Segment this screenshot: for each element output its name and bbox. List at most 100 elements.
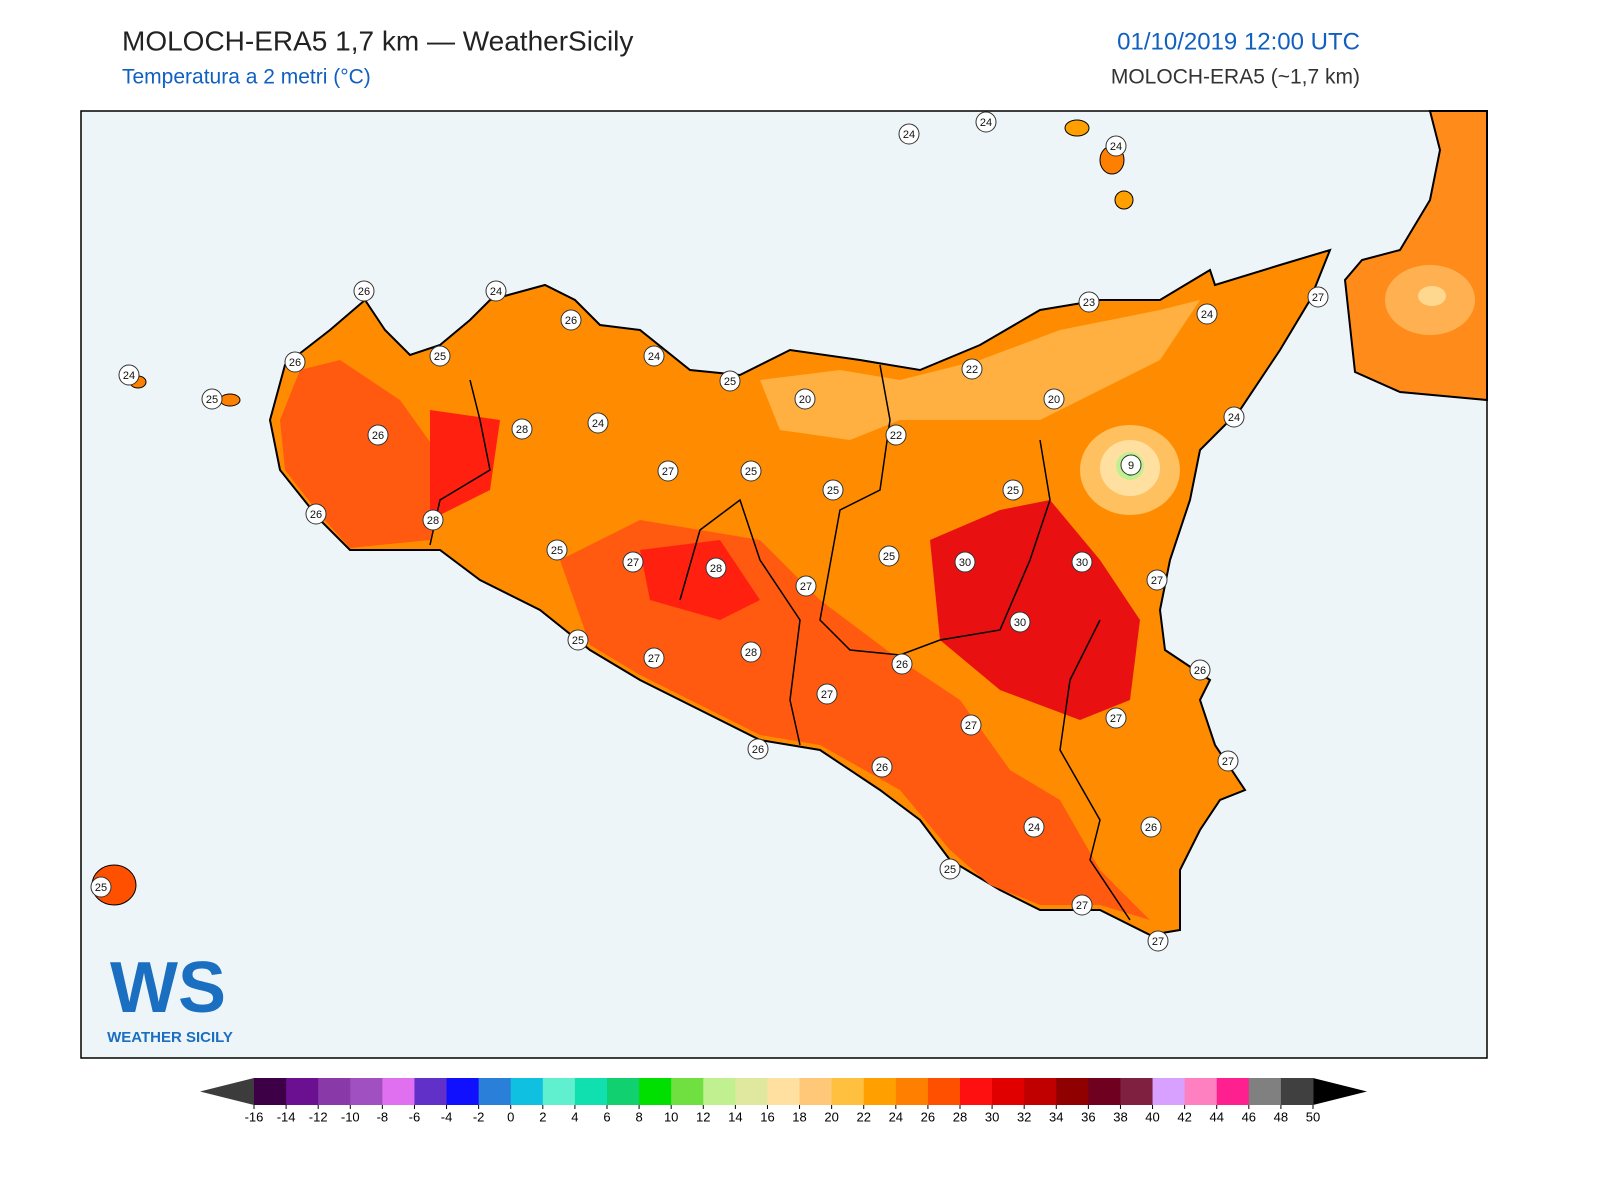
station-marker xyxy=(1071,551,1093,573)
island xyxy=(1064,119,1090,137)
station-marker xyxy=(1023,816,1045,838)
station-marker xyxy=(485,280,507,302)
station-value: 26 xyxy=(1145,822,1157,834)
station-marker xyxy=(1078,291,1100,313)
colorbar-tick-label: 42 xyxy=(1177,1109,1191,1124)
colorbar-segment xyxy=(1152,1078,1186,1105)
colorbar-tick-label: 20 xyxy=(824,1109,838,1124)
station-value: 30 xyxy=(959,557,971,569)
colorbar-tick-label: 34 xyxy=(1049,1109,1063,1124)
land-zone xyxy=(560,520,1150,920)
station-value: 25 xyxy=(206,394,218,406)
station-value: 20 xyxy=(1048,394,1060,406)
station-value: 24 xyxy=(1110,141,1122,153)
station-marker xyxy=(1002,479,1024,501)
station-value: 24 xyxy=(592,418,604,430)
station-marker xyxy=(1105,135,1127,157)
colorbar-tick-label: 50 xyxy=(1306,1109,1320,1124)
station-value: 27 xyxy=(1222,756,1234,768)
colorbar-tick-label: 24 xyxy=(889,1109,903,1124)
station-value: 9 xyxy=(1128,460,1134,472)
station-marker xyxy=(1223,406,1245,428)
province-border xyxy=(1059,619,1131,921)
land-zone xyxy=(280,360,450,548)
colorbar-over xyxy=(1313,1078,1367,1105)
station-value: 28 xyxy=(427,515,439,527)
logo-mark: WS xyxy=(110,948,226,1028)
colorbar-tick-label: 2 xyxy=(539,1109,546,1124)
station-marker xyxy=(1196,303,1218,325)
colorbar-segment xyxy=(895,1078,929,1105)
colorbar-segment xyxy=(254,1078,287,1105)
colorbar-segment xyxy=(1088,1078,1121,1105)
colorbar-tick-label: 30 xyxy=(985,1109,999,1124)
station-marker xyxy=(795,575,817,597)
colorbar-tick-label: 10 xyxy=(664,1109,678,1124)
station-marker xyxy=(898,123,920,145)
station-value: 26 xyxy=(358,286,370,298)
colorbar-tick-label: 48 xyxy=(1274,1109,1288,1124)
station-marker xyxy=(511,418,533,440)
station-value: 27 xyxy=(1152,936,1164,948)
station-value: 25 xyxy=(724,376,736,388)
station-marker xyxy=(1120,454,1142,476)
colorbar-tick-label: -12 xyxy=(309,1109,328,1124)
colorbar-tick-label: 0 xyxy=(507,1109,514,1124)
station-value: 27 xyxy=(965,720,977,732)
station-value: 25 xyxy=(883,551,895,563)
province-border xyxy=(679,498,801,746)
station-marker xyxy=(816,683,838,705)
station-value: 26 xyxy=(372,430,384,442)
colorbar-tick-label: 44 xyxy=(1209,1109,1223,1124)
station-marker xyxy=(201,388,223,410)
station-value: 30 xyxy=(1014,617,1026,629)
station-marker xyxy=(643,345,665,367)
station-value: 25 xyxy=(745,466,757,478)
station-marker xyxy=(1105,707,1127,729)
colorbar-segment xyxy=(831,1078,865,1105)
station-value: 30 xyxy=(1076,557,1088,569)
station-marker xyxy=(643,647,665,669)
colorbar-segment xyxy=(414,1078,448,1105)
colorbar-tick-label: 28 xyxy=(953,1109,967,1124)
colorbar-tick-label: -6 xyxy=(409,1109,421,1124)
colorbar-tick-label: 6 xyxy=(603,1109,610,1124)
station-marker xyxy=(1146,569,1168,591)
station-value: 28 xyxy=(710,563,722,575)
station-value: 25 xyxy=(572,635,584,647)
colorbar-segment xyxy=(799,1078,833,1105)
station-value: 27 xyxy=(800,581,812,593)
station-value: 27 xyxy=(1151,575,1163,587)
colorbar-tick-label: 12 xyxy=(696,1109,710,1124)
station-value: 25 xyxy=(95,882,107,894)
colorbar-segment xyxy=(1120,1078,1154,1105)
colorbar-tick-label: 38 xyxy=(1113,1109,1127,1124)
colorbar-segment xyxy=(960,1078,993,1105)
map: 26 24 26 26 25 24 25 24 25 26 28 24 20 24 24 24 23 24 27 22… xyxy=(80,110,1488,1059)
station-marker xyxy=(284,351,306,373)
colorbar-segment xyxy=(767,1078,801,1105)
station-value: 25 xyxy=(1007,485,1019,497)
station-value: 26 xyxy=(289,357,301,369)
station-value: 25 xyxy=(827,485,839,497)
station-marker xyxy=(1071,894,1093,916)
station-marker xyxy=(657,460,679,482)
station-value: 26 xyxy=(310,509,322,521)
colorbar-segment xyxy=(1184,1078,1218,1105)
station-value: 26 xyxy=(876,762,888,774)
station-value: 27 xyxy=(1312,292,1324,304)
station-value: 24 xyxy=(648,351,660,363)
station-marker xyxy=(705,557,727,579)
station-value: 25 xyxy=(551,545,563,557)
station-value: 27 xyxy=(1110,713,1122,725)
colorbar-segment xyxy=(350,1078,383,1105)
province-border xyxy=(819,364,1051,656)
land-zone xyxy=(430,410,500,520)
station-value: 24 xyxy=(1201,309,1213,321)
colorbar-tick-label: 36 xyxy=(1081,1109,1095,1124)
station-value: 26 xyxy=(1194,665,1206,677)
colorbar-segment xyxy=(574,1078,608,1105)
colorbar-tick-label: 40 xyxy=(1145,1109,1159,1124)
station-value: 23 xyxy=(1083,297,1095,309)
